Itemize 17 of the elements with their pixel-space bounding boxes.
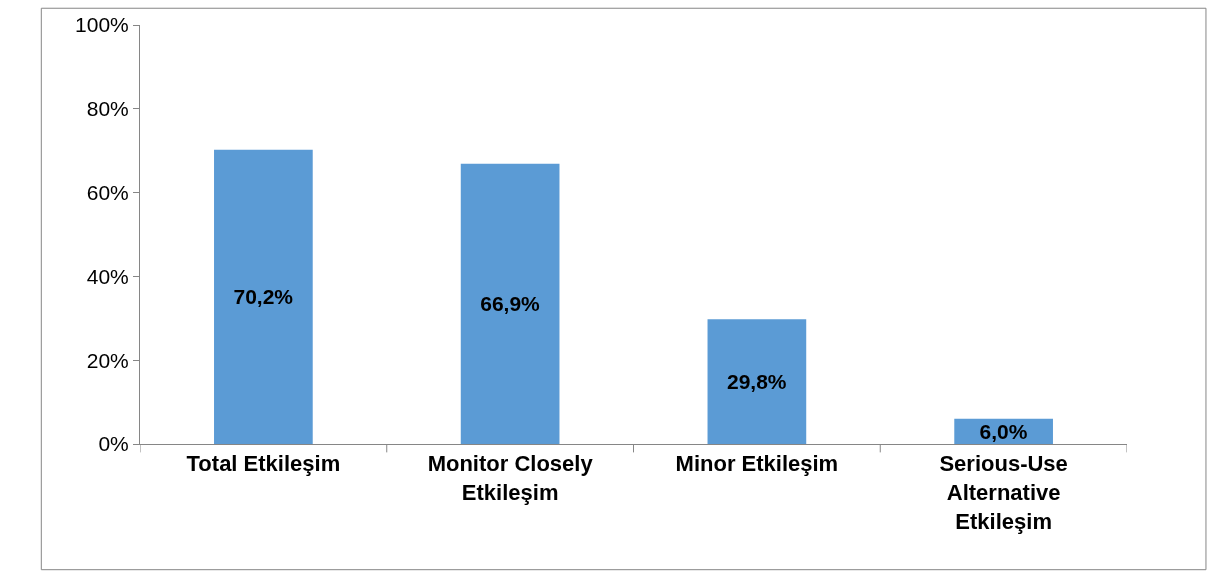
y-tick-label: 60% xyxy=(86,180,129,204)
bar xyxy=(707,319,807,444)
x-tick-label: Monitor Closely Etkileşim xyxy=(427,451,594,505)
x-tick-label: Minor Etkileşim xyxy=(675,451,839,477)
data-label: 70,2% xyxy=(233,285,294,309)
y-tick-label: 20% xyxy=(86,348,129,372)
bar xyxy=(460,163,560,444)
data-label: 29,8% xyxy=(726,370,787,394)
y-tick-label: 0% xyxy=(98,432,129,456)
x-tick-label: Serious-Use Alternative Etkileşim xyxy=(939,451,1068,534)
data-label: 6,0% xyxy=(979,419,1028,443)
y-tick-label: 80% xyxy=(86,97,129,121)
data-label: 66,9% xyxy=(480,292,541,316)
bar xyxy=(214,149,313,444)
x-tick-label: Total Etkileşim xyxy=(186,451,341,477)
y-tick-label: 100% xyxy=(75,13,129,37)
y-tick-label: 40% xyxy=(86,264,129,288)
